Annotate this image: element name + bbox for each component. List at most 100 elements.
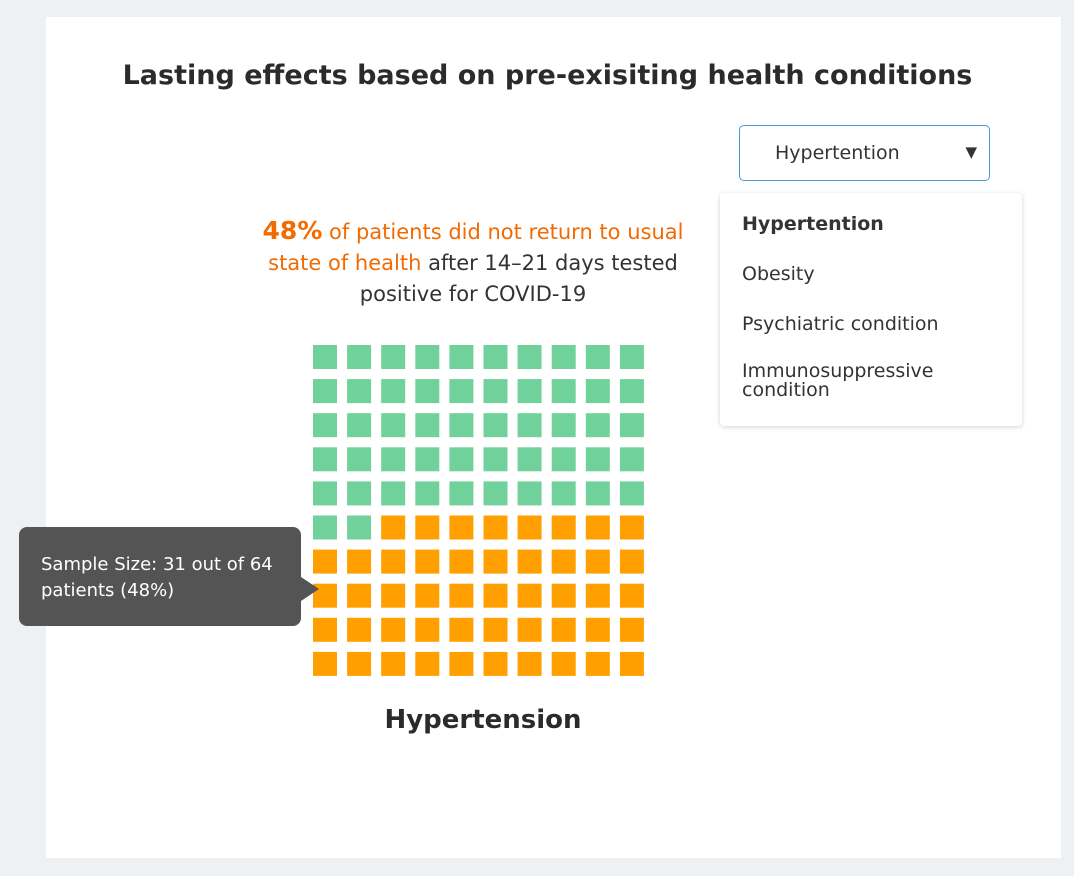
waffle-cell-not-returned[interactable] [449,515,474,540]
waffle-cell-returned[interactable] [585,481,610,506]
waffle-cell-returned[interactable] [415,447,440,472]
waffle-cell-not-returned[interactable] [517,549,542,574]
waffle-cell-not-returned[interactable] [381,515,406,540]
waffle-cell-returned[interactable] [415,345,440,369]
waffle-cell-returned[interactable] [449,447,474,472]
waffle-cell-returned[interactable] [347,345,372,369]
waffle-cell-returned[interactable] [619,379,644,404]
waffle-cell-returned[interactable] [585,413,610,438]
waffle-cell-not-returned[interactable] [347,583,372,608]
waffle-cell-not-returned[interactable] [381,617,406,642]
waffle-cell-returned[interactable] [551,413,576,438]
waffle-cell-returned[interactable] [313,447,337,472]
waffle-cell-not-returned[interactable] [415,515,440,540]
waffle-cell-not-returned[interactable] [551,515,576,540]
waffle-cell-not-returned[interactable] [619,549,644,574]
waffle-cell-not-returned[interactable] [415,617,440,642]
waffle-cell-returned[interactable] [483,447,508,472]
waffle-cell-returned[interactable] [517,379,542,404]
waffle-cell-not-returned[interactable] [551,549,576,574]
waffle-cell-not-returned[interactable] [619,583,644,608]
waffle-cell-not-returned[interactable] [449,583,474,608]
waffle-cell-not-returned[interactable] [347,617,372,642]
waffle-cell-returned[interactable] [483,345,508,369]
waffle-cell-returned[interactable] [313,379,337,404]
waffle-cell-not-returned[interactable] [619,617,644,642]
waffle-cell-not-returned[interactable] [517,651,542,676]
waffle-cell-not-returned[interactable] [585,515,610,540]
waffle-cell-not-returned[interactable] [449,651,474,676]
condition-select[interactable]: Hypertention ▼ [739,125,990,181]
waffle-cell-returned[interactable] [449,413,474,438]
waffle-cell-returned[interactable] [483,379,508,404]
waffle-cell-returned[interactable] [517,447,542,472]
waffle-cell-returned[interactable] [347,515,372,540]
waffle-cell-not-returned[interactable] [585,617,610,642]
waffle-cell-returned[interactable] [585,379,610,404]
waffle-cell-returned[interactable] [381,379,406,404]
waffle-cell-returned[interactable] [347,413,372,438]
waffle-cell-not-returned[interactable] [551,617,576,642]
waffle-cell-returned[interactable] [381,345,406,369]
waffle-cell-returned[interactable] [381,481,406,506]
waffle-cell-returned[interactable] [517,481,542,506]
waffle-cell-returned[interactable] [347,481,372,506]
waffle-cell-returned[interactable] [517,413,542,438]
waffle-cell-returned[interactable] [449,481,474,506]
waffle-cell-returned[interactable] [551,345,576,369]
waffle-cell-not-returned[interactable] [415,651,440,676]
waffle-cell-returned[interactable] [313,515,337,540]
waffle-cell-returned[interactable] [313,413,337,438]
waffle-cell-returned[interactable] [551,447,576,472]
waffle-cell-returned[interactable] [449,345,474,369]
waffle-cell-returned[interactable] [415,481,440,506]
waffle-cell-returned[interactable] [347,379,372,404]
waffle-cell-returned[interactable] [313,345,337,369]
waffle-cell-not-returned[interactable] [483,549,508,574]
waffle-cell-not-returned[interactable] [313,651,337,676]
waffle-cell-returned[interactable] [551,481,576,506]
waffle-cell-not-returned[interactable] [483,515,508,540]
waffle-cell-returned[interactable] [517,345,542,369]
waffle-cell-not-returned[interactable] [449,617,474,642]
waffle-cell-not-returned[interactable] [483,651,508,676]
waffle-cell-not-returned[interactable] [619,515,644,540]
option-psychiatric-condition[interactable]: Psychiatric condition [742,313,939,335]
option-immunosuppressive-condition[interactable]: Immunosuppressive condition [742,360,934,401]
option-hypertention-label[interactable]: Hypertention [742,213,884,235]
waffle-cell-not-returned[interactable] [313,549,337,574]
waffle-cell-not-returned[interactable] [585,549,610,574]
waffle-cell-not-returned[interactable] [517,617,542,642]
waffle-cell-returned[interactable] [415,413,440,438]
waffle-cell-returned[interactable] [381,413,406,438]
waffle-cell-not-returned[interactable] [483,617,508,642]
waffle-cell-returned[interactable] [347,447,372,472]
waffle-cell-not-returned[interactable] [381,583,406,608]
waffle-cell-returned[interactable] [619,447,644,472]
option-obesity[interactable]: Obesity [742,263,815,285]
waffle-cell-returned[interactable] [381,447,406,472]
waffle-cell-not-returned[interactable] [415,549,440,574]
waffle-cell-not-returned[interactable] [483,583,508,608]
waffle-cell-returned[interactable] [483,413,508,438]
waffle-cell-not-returned[interactable] [415,583,440,608]
waffle-cell-not-returned[interactable] [381,549,406,574]
waffle-cell-not-returned[interactable] [585,651,610,676]
waffle-cell-returned[interactable] [415,379,440,404]
waffle-cell-returned[interactable] [619,481,644,506]
waffle-cell-not-returned[interactable] [517,583,542,608]
waffle-cell-not-returned[interactable] [517,515,542,540]
waffle-cell-not-returned[interactable] [585,583,610,608]
waffle-cell-returned[interactable] [483,481,508,506]
waffle-cell-not-returned[interactable] [619,651,644,676]
waffle-cell-returned[interactable] [585,447,610,472]
waffle-cell-not-returned[interactable] [347,651,372,676]
waffle-cell-not-returned[interactable] [551,651,576,676]
waffle-cell-returned[interactable] [313,481,337,506]
waffle-cell-returned[interactable] [619,345,644,369]
waffle-cell-returned[interactable] [619,413,644,438]
waffle-cell-returned[interactable] [585,345,610,369]
waffle-cell-not-returned[interactable] [551,583,576,608]
waffle-cell-not-returned[interactable] [347,549,372,574]
waffle-cell-not-returned[interactable] [381,651,406,676]
